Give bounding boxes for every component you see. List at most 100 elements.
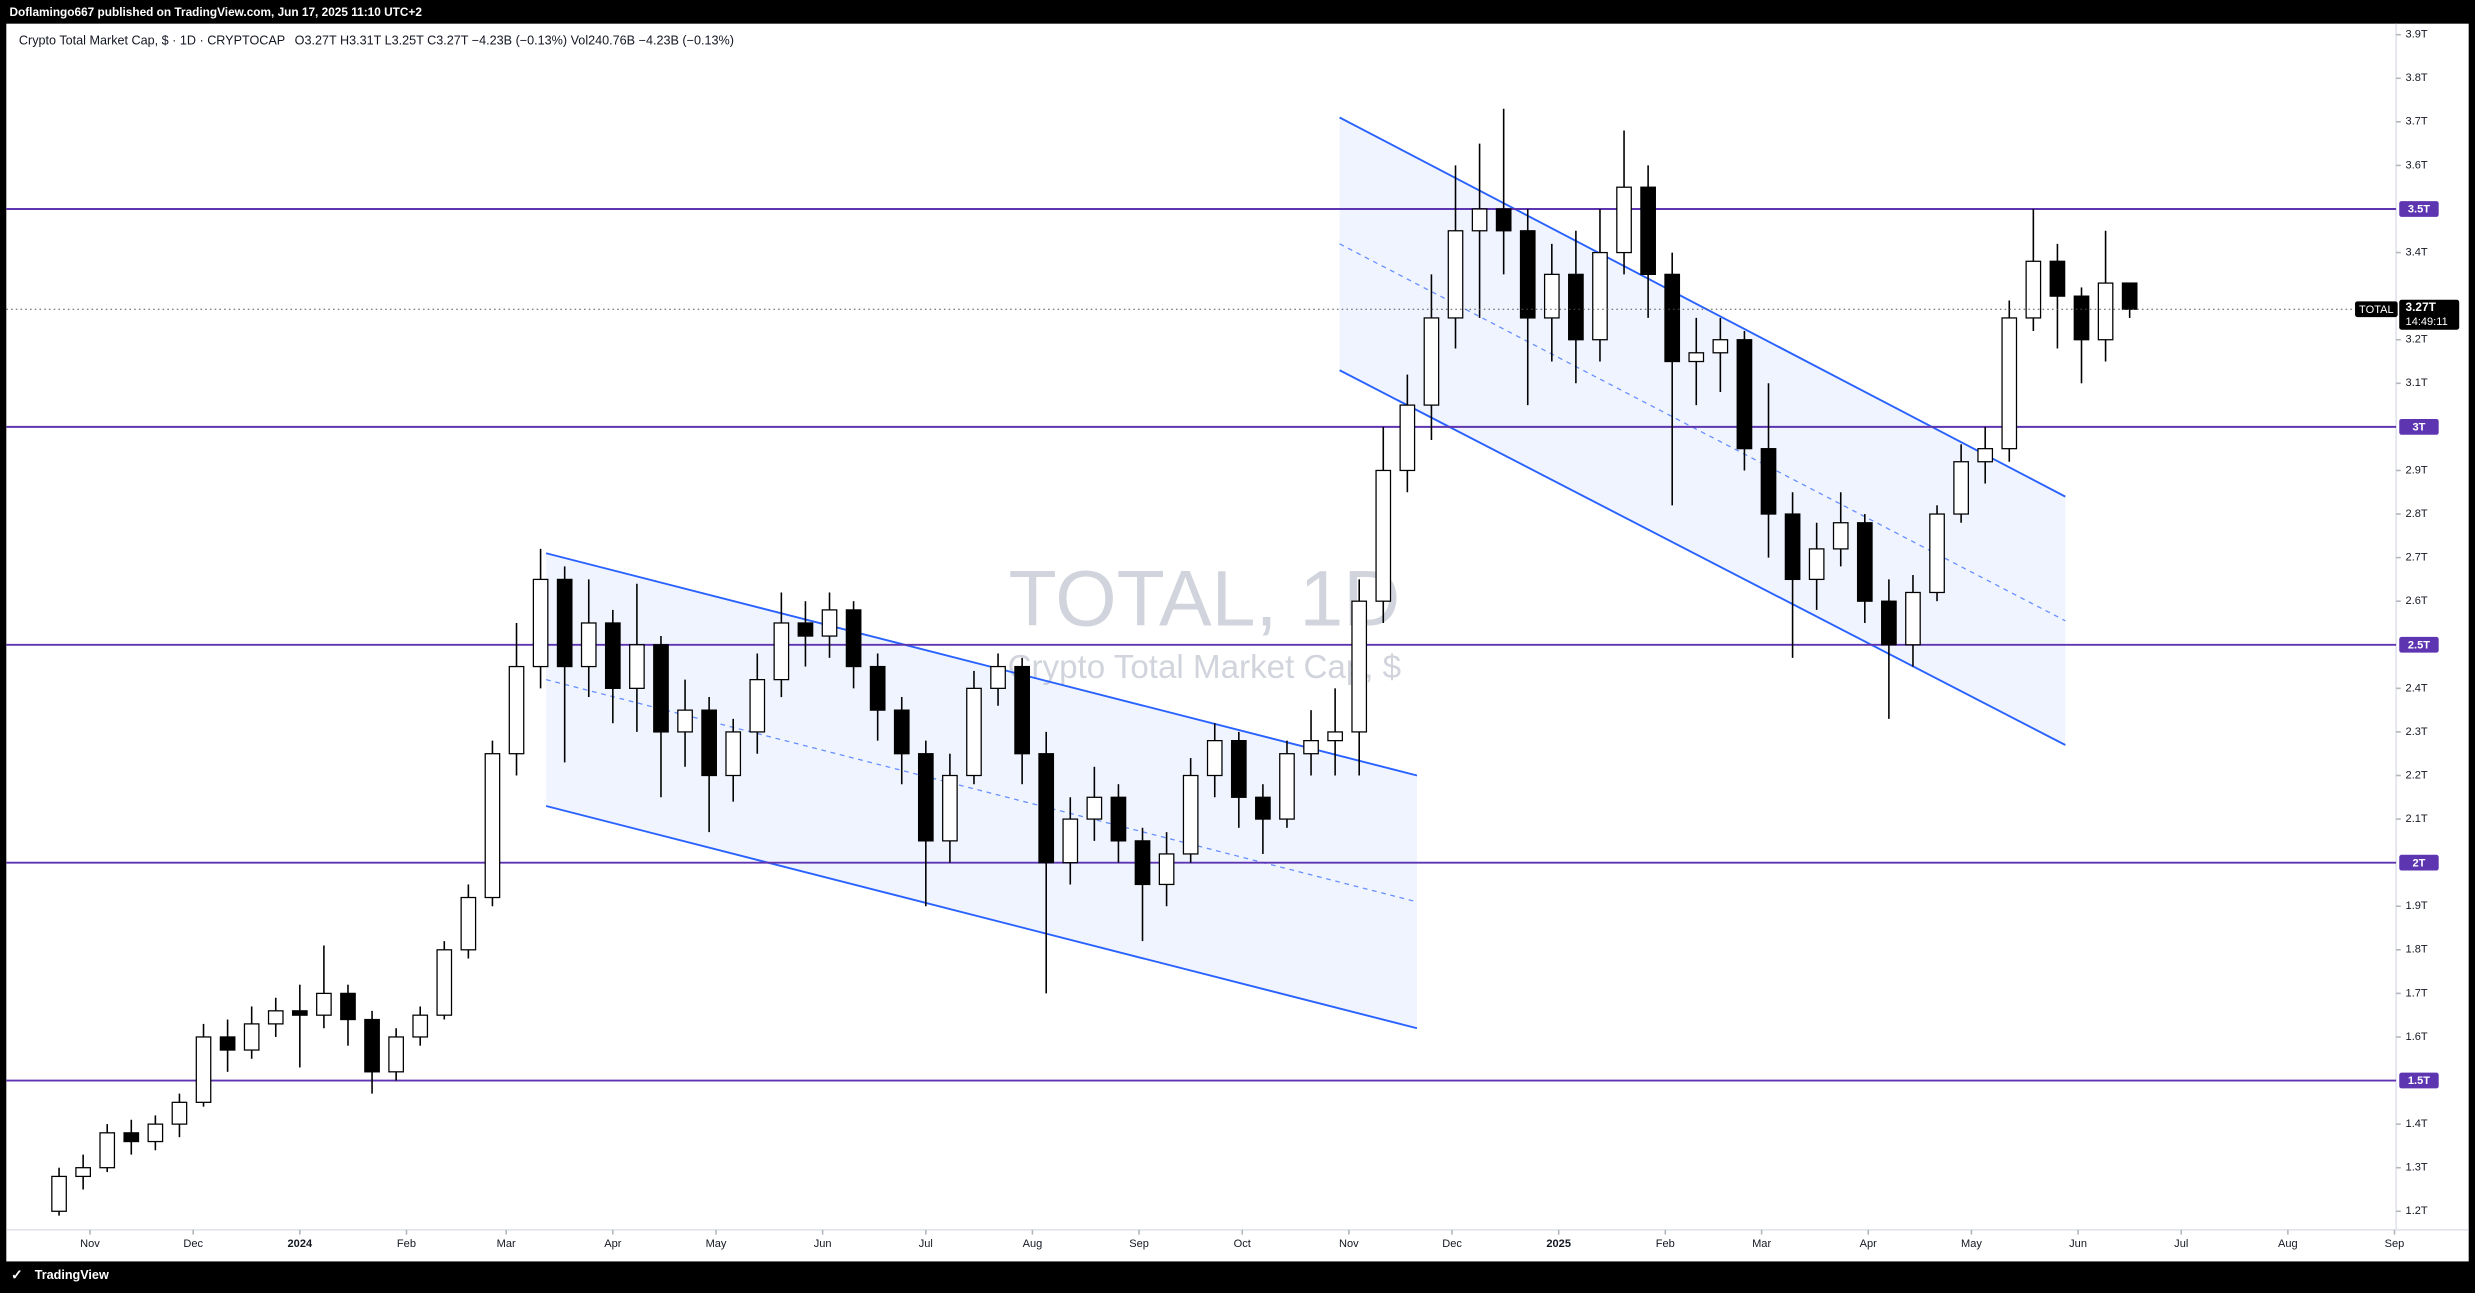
x-tick-label: Sep: [2385, 1238, 2405, 1250]
candle-body: [484, 753, 501, 899]
x-tick-label: Nov: [80, 1238, 100, 1250]
x-tick-label: Dec: [1442, 1238, 1462, 1250]
x-tick-label: Nov: [1339, 1238, 1359, 1250]
candle-body: [243, 1023, 260, 1051]
y-tick-label: 1.9T: [2406, 900, 2428, 912]
y-tick-label: 1.2T: [2406, 1205, 2428, 1217]
last-price-tag: [2399, 299, 2460, 330]
candle-body: [460, 896, 477, 951]
candle-body: [1014, 665, 1030, 755]
candle-body: [773, 622, 790, 681]
candle-body: [340, 992, 356, 1021]
candle-body: [1279, 753, 1295, 820]
candle-body: [1905, 591, 1921, 646]
x-tick-label: Jul: [919, 1238, 933, 1250]
candle-body: [1736, 339, 1753, 450]
y-tick-label: 1.3T: [2406, 1162, 2428, 1174]
candle-body: [725, 731, 742, 777]
candle-body: [1953, 461, 1969, 515]
candle-body: [2049, 260, 2066, 297]
candle-body: [1230, 740, 1247, 798]
candle-body: [508, 665, 525, 755]
x-tick-label: Apr: [604, 1238, 622, 1250]
x-tick-label: Aug: [2278, 1238, 2298, 1250]
candle-body: [1495, 208, 1512, 232]
ohlc-legend: O3.27T H3.31T L3.25T C3.27T −4.23B (−0.1…: [295, 33, 734, 47]
candle-body: [580, 622, 597, 668]
candle-body: [1399, 404, 1416, 472]
y-tick-label: 2.2T: [2406, 769, 2428, 781]
candle-body: [1760, 448, 1777, 515]
candle-body: [171, 1101, 188, 1125]
price-level-label: 3T: [2413, 422, 2426, 434]
y-tick-label: 2.6T: [2406, 595, 2428, 607]
price-level-tag: [2399, 201, 2439, 217]
candle-body: [1784, 513, 1801, 581]
price-level-label: 2.5T: [2408, 639, 2430, 651]
symbol-label: TOTAL: [2359, 304, 2394, 316]
candle-body: [1423, 317, 1440, 406]
x-tick-label: Oct: [1234, 1238, 1251, 1250]
last-price-label: 3.27T: [2406, 300, 2437, 314]
candle-body: [1519, 230, 1536, 319]
candle-body: [797, 622, 814, 637]
x-tick-label: Jul: [2174, 1238, 2188, 1250]
candle-body: [1086, 796, 1103, 820]
candle-body: [1375, 469, 1392, 602]
x-tick-label: Feb: [397, 1238, 416, 1250]
candle-body: [291, 1010, 308, 1016]
x-tick-label: Feb: [1656, 1238, 1675, 1250]
x-tick-label: Mar: [1752, 1238, 1771, 1250]
candle-body: [316, 992, 332, 1016]
x-tick-label: Aug: [1023, 1238, 1043, 1250]
candle-body: [1351, 600, 1368, 733]
candle-body: [556, 578, 573, 668]
price-level-label: 3.5T: [2408, 204, 2430, 216]
candle-body: [195, 1036, 212, 1103]
price-level-label: 1.5T: [2408, 1075, 2430, 1087]
candle-body: [1062, 818, 1079, 864]
candle-body: [1592, 251, 1608, 341]
y-tick-label: 1.4T: [2406, 1118, 2428, 1130]
candle-body: [1881, 600, 1897, 646]
price-level-tag: [2399, 636, 2439, 653]
publisher: Doflamingo667 published on TradingView.c…: [9, 5, 422, 19]
candle-body: [1977, 448, 1994, 463]
brand-logo: ✓: [11, 1267, 23, 1283]
price-level-tag: [2399, 418, 2439, 435]
y-tick-label: 2.4T: [2406, 682, 2428, 694]
candle-body: [1688, 352, 1705, 363]
candle-body: [1471, 208, 1488, 232]
y-tick-label: 2.3T: [2406, 726, 2428, 738]
candle-body: [436, 949, 453, 1016]
y-tick-label: 3.1T: [2406, 377, 2428, 389]
y-tick-label: 1.7T: [2406, 987, 2428, 999]
chart-title: Crypto Total Market Cap, $ · 1D · CRYPTO…: [19, 33, 285, 47]
countdown: 14:49:11: [2406, 316, 2448, 328]
candle-body: [364, 1018, 380, 1073]
x-tick-label: Jun: [814, 1238, 832, 1250]
candle-body: [2025, 260, 2042, 319]
candle-body: [1182, 774, 1199, 855]
candle-body: [990, 665, 1006, 689]
y-tick-label: 2.9T: [2406, 464, 2428, 476]
candle-body: [1712, 339, 1729, 354]
channel-mid: [545, 679, 1418, 903]
candle-body: [147, 1123, 164, 1143]
candle-body: [1134, 840, 1151, 886]
candle-body: [1832, 522, 1849, 550]
y-tick-label: 3.9T: [2406, 29, 2428, 41]
channel-lower: [1339, 369, 2066, 746]
panel: [6, 23, 2469, 1262]
candle-body: [1929, 513, 1945, 594]
y-tick-label: 1.8T: [2406, 944, 2428, 956]
symbol-tag: [2355, 301, 2398, 318]
candle-body: [219, 1036, 236, 1051]
x-tick-label: 2024: [288, 1238, 313, 1250]
candle-body: [1303, 740, 1319, 755]
y-tick-label: 3.2T: [2406, 334, 2428, 346]
candle-body: [1158, 853, 1175, 886]
x-tick-label: May: [1961, 1238, 1982, 1250]
brand: TradingView: [35, 1268, 109, 1282]
candle-body: [942, 774, 958, 842]
